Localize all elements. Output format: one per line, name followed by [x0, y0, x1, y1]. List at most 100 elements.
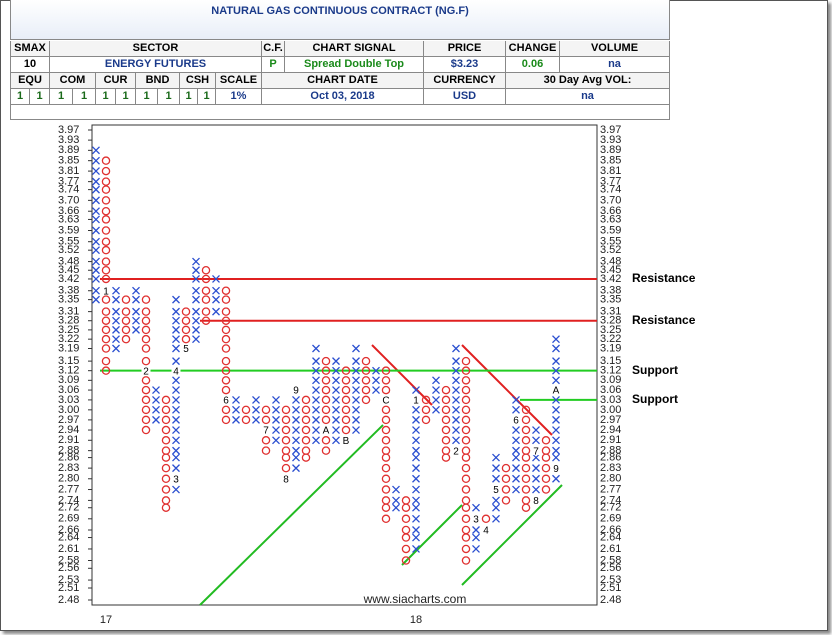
field-label: CSH [180, 73, 216, 89]
month-box [471, 514, 481, 524]
o-box [261, 446, 271, 455]
field-value: $3.23 [424, 57, 506, 73]
x-box [292, 395, 300, 404]
o-box [461, 514, 471, 524]
y-tick-label: 2.94 [58, 424, 79, 436]
y-tick-label-right: 2.61 [600, 543, 621, 555]
month-box [381, 395, 391, 405]
blank-row [10, 105, 670, 120]
o-box [161, 405, 171, 415]
o-box [461, 496, 471, 505]
field-value: Oct 03, 2018 [262, 89, 424, 105]
y-tick-label-right: 3.89 [600, 144, 621, 156]
y-tick-label: 3.97 [58, 124, 79, 136]
x-box [552, 436, 560, 445]
y-tick-label-right: 3.42 [600, 273, 621, 285]
y-tick-label: 2.88 [58, 445, 79, 457]
o-box [441, 436, 451, 445]
pf-column [532, 426, 540, 505]
pf-column [381, 366, 391, 524]
o-box [221, 366, 231, 375]
o-box [221, 356, 231, 366]
pf-column [221, 286, 231, 425]
o-box [121, 295, 131, 304]
x-box [452, 344, 460, 353]
y-tick-label-right: 3.15 [600, 355, 621, 367]
field-label: BND [136, 73, 180, 89]
x-box [412, 464, 420, 473]
x-box [92, 146, 100, 155]
o-box [381, 446, 391, 455]
y-tick-label-right: 3.09 [600, 374, 621, 386]
o-box [441, 425, 451, 435]
y-tick-label-right: 2.51 [600, 582, 621, 594]
month-box [481, 525, 491, 535]
plot-frame [91, 124, 598, 606]
o-box [381, 463, 391, 473]
x-box [292, 415, 300, 424]
pf-column [112, 286, 120, 353]
o-box [241, 415, 251, 425]
x-box [512, 446, 520, 455]
y-tick-label: 3.22 [58, 333, 79, 345]
x-box [452, 376, 460, 385]
y-tick-label: 2.58 [58, 554, 79, 566]
month-box [551, 463, 561, 473]
o-box [101, 307, 111, 316]
o-box [521, 446, 531, 455]
o-box [121, 316, 131, 325]
o-box [461, 463, 471, 473]
month-mark: C [382, 396, 389, 407]
o-box [161, 496, 171, 505]
x-box [352, 344, 360, 353]
o-box [161, 463, 171, 473]
y-tick-label-right: 2.64 [600, 531, 621, 543]
y-tick-label-right: 3.03 [600, 394, 621, 406]
o-box [201, 274, 211, 284]
o-box [281, 405, 291, 415]
pf-column [512, 395, 520, 494]
x-box [512, 485, 520, 494]
x-box [172, 376, 180, 385]
x-box [92, 167, 100, 176]
x-box [312, 415, 320, 424]
month-mark: 5 [493, 485, 499, 496]
pf-column [132, 286, 140, 334]
x-box [152, 405, 160, 414]
field-label: 30 Day Avg VOL: [506, 73, 670, 89]
x-box [112, 286, 120, 295]
o-box [321, 385, 331, 395]
y-tick-label-right: 3.45 [600, 264, 621, 276]
o-box [101, 274, 111, 284]
pf-column [452, 344, 460, 455]
o-box [321, 415, 331, 425]
o-box [301, 425, 311, 435]
field-value: na [506, 89, 670, 105]
y-tick-label: 2.66 [58, 524, 79, 536]
o-box [281, 446, 291, 455]
pf-column [432, 376, 440, 414]
x-box [92, 257, 100, 266]
pf-column [232, 395, 240, 424]
x-box [312, 395, 320, 404]
y-tick-label-right: 3.55 [600, 236, 621, 248]
y-tick-label-right: 2.74 [600, 494, 621, 506]
x-box [472, 526, 480, 534]
o-box [501, 463, 511, 473]
x-box [532, 474, 540, 483]
o-box [121, 334, 131, 344]
y-tick-label-right: 3.52 [600, 244, 621, 256]
x-box [532, 436, 540, 445]
o-box [521, 485, 531, 494]
o-box [161, 474, 171, 484]
pf-column [521, 405, 531, 512]
month-box [551, 385, 561, 395]
o-box [401, 533, 411, 542]
y-tick-label: 2.51 [58, 582, 79, 594]
x-box [292, 436, 300, 445]
pf-column [541, 436, 551, 494]
month-mark: 3 [473, 514, 479, 525]
o-box [441, 415, 451, 425]
field-value: 10 [10, 57, 50, 73]
